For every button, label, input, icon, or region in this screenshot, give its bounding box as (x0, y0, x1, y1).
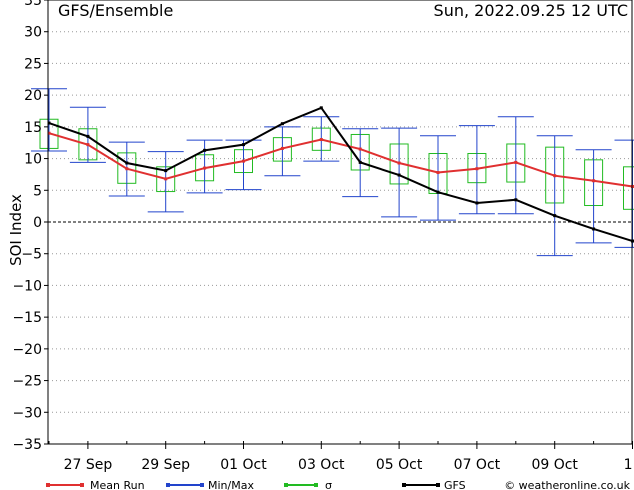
y-tick-label: −5 (21, 247, 42, 263)
mean-run-point (436, 171, 440, 175)
mean-run-point (280, 146, 284, 150)
legend-gfs: GFS (402, 479, 466, 490)
gfs-point (86, 134, 90, 138)
y-tick-label: −20 (12, 342, 42, 358)
gfs-point (553, 214, 557, 218)
legend-gfs-marker (402, 483, 406, 487)
mean-run-point (358, 147, 362, 151)
mean-run-point (514, 160, 518, 164)
x-tick-label: 11 (624, 457, 634, 473)
x-tick-label: 09 Oct (531, 457, 578, 473)
gfs-point (358, 160, 362, 164)
gfs-point (47, 121, 51, 125)
gfs-point (203, 148, 207, 152)
x-tick-label: 29 Sep (141, 457, 190, 473)
x-axis-ticks: 27 Sep 29 Sep 01 Oct 03 Oct 05 Oct 07 Oct 09 O… (48, 441, 634, 473)
gfs-point (280, 122, 284, 126)
y-tick-label: 30 (24, 25, 42, 41)
legend-sigma: σ (284, 479, 332, 490)
grid-lines (48, 31, 632, 413)
legend-gfs-marker (436, 483, 440, 487)
legend-min-max-marker (166, 483, 170, 487)
y-tick-label: 25 (24, 56, 42, 72)
gfs-point (319, 106, 323, 110)
mean-run-point (475, 167, 479, 171)
legend-sigma-marker (284, 483, 288, 487)
gfs-point (125, 161, 129, 165)
x-tick-label: 03 Oct (298, 457, 345, 473)
mean-run-point (242, 159, 245, 163)
mean-run-point (203, 166, 207, 170)
legend-min-max: Min/Max (166, 479, 254, 490)
legend-mean-run-marker (80, 483, 84, 487)
y-tick-label: −15 (12, 310, 42, 326)
mean-run-point (397, 161, 401, 165)
gfs-point (242, 143, 245, 147)
legend-min-max-marker (200, 483, 204, 487)
legend: Mean Run Min/Max σ GFS © weatheronline.c… (46, 479, 631, 490)
mean-run-point (47, 131, 51, 135)
gfs-line (48, 106, 633, 242)
credit-text: © weatheronline.co.uk (504, 479, 630, 490)
x-tick-label: 27 Sep (64, 457, 113, 473)
legend-sigma-marker (314, 483, 318, 487)
x-tick-label: 01 Oct (220, 457, 267, 473)
y-tick-label: −30 (12, 405, 42, 421)
gfs-point (475, 201, 479, 205)
y-axis-ticks: 35 30 25 20 15 10 5 0 −5 −10 −15 −20 −25 −30 −35 (12, 0, 48, 453)
y-axis-label: SOI Index (7, 194, 25, 266)
y-tick-label: 0 (33, 215, 42, 231)
legend-mean-run: Mean Run (46, 479, 145, 490)
y-tick-label: 35 (24, 0, 42, 9)
y-tick-label: 5 (33, 183, 42, 199)
gfs-point (514, 198, 518, 202)
chart-title: GFS/Ensemble (58, 1, 173, 20)
x-tick-label: 07 Oct (454, 457, 501, 473)
mean-run-point (592, 179, 596, 183)
mean-run-point (319, 138, 323, 142)
legend-mean-run-marker (46, 483, 50, 487)
mean-run-point (125, 167, 129, 171)
legend-mean-run-label: Mean Run (90, 479, 145, 490)
gfs-point (164, 169, 168, 173)
mean-run-point (86, 143, 90, 147)
y-tick-label: 10 (24, 152, 42, 168)
legend-sigma-label: σ (325, 479, 332, 490)
mean-run-point (164, 177, 168, 181)
y-tick-label: 15 (24, 120, 42, 136)
y-tick-label: −10 (12, 278, 42, 294)
y-tick-label: 20 (24, 88, 42, 104)
gfs-point (397, 173, 401, 177)
chart-date: Sun, 2022.09.25 12 UTC (434, 1, 628, 20)
x-tick-label: 05 Oct (376, 457, 423, 473)
mean-run-point (553, 174, 557, 178)
y-tick-label: −25 (12, 374, 42, 390)
y-tick-label: −35 (12, 437, 42, 453)
legend-gfs-label: GFS (444, 479, 466, 490)
gfs-point (436, 190, 440, 194)
gfs-point (592, 227, 596, 231)
mean-run-line (48, 132, 633, 188)
legend-min-max-label: Min/Max (208, 479, 254, 490)
